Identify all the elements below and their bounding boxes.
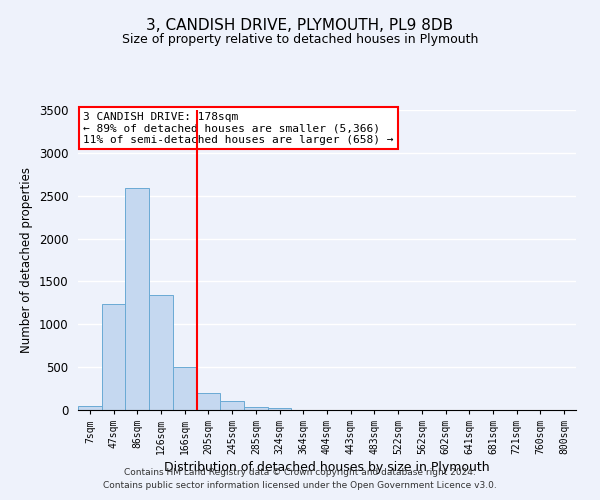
Bar (268, 408, 292, 410)
Bar (78, 406, 102, 410)
Bar (220, 400, 244, 410)
Text: Contains public sector information licensed under the Open Government Licence v3: Contains public sector information licen… (103, 480, 497, 490)
Text: Size of property relative to detached houses in Plymouth: Size of property relative to detached ho… (122, 32, 478, 46)
Text: 3 CANDISH DRIVE: 178sqm
← 89% of detached houses are smaller (5,366)
11% of semi: 3 CANDISH DRIVE: 178sqm ← 89% of detache… (83, 112, 394, 144)
X-axis label: Distribution of detached houses by size in Plymouth: Distribution of detached houses by size … (164, 461, 490, 474)
Text: Contains HM Land Registry data © Crown copyright and database right 2024.: Contains HM Land Registry data © Crown c… (124, 468, 476, 477)
Bar (102, 304, 125, 410)
Bar (173, 367, 197, 410)
Bar (197, 393, 220, 410)
Bar (244, 406, 268, 410)
Text: 3, CANDISH DRIVE, PLYMOUTH, PL9 8DB: 3, CANDISH DRIVE, PLYMOUTH, PL9 8DB (146, 18, 454, 32)
Bar (125, 188, 149, 410)
Bar (149, 295, 173, 410)
Y-axis label: Number of detached properties: Number of detached properties (20, 167, 33, 353)
